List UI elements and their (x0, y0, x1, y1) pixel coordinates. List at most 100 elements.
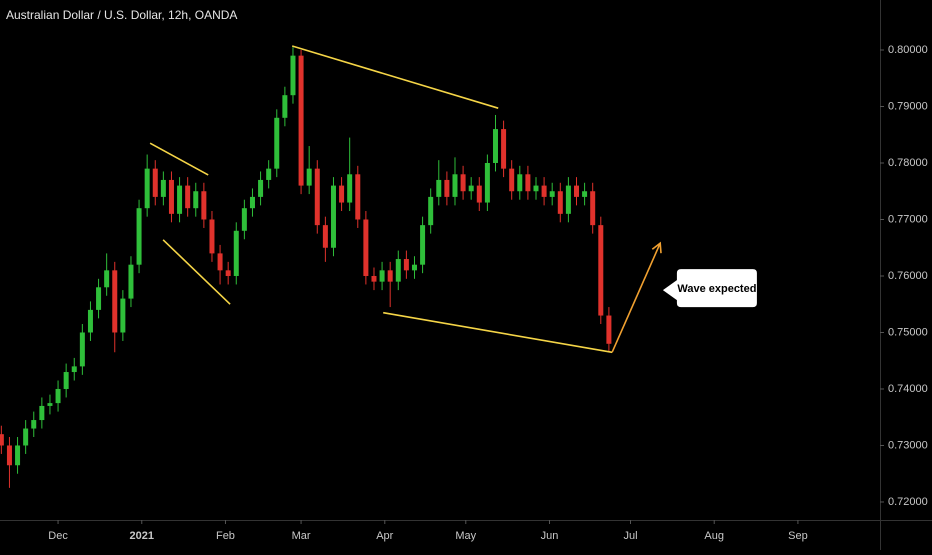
trendline (383, 311, 613, 354)
candle-body (290, 55, 296, 96)
candle-body (274, 117, 280, 169)
candle-body (209, 219, 215, 254)
candle-body (501, 129, 507, 169)
candle-body (79, 332, 85, 367)
candle-body (549, 191, 555, 197)
candle-body (266, 168, 272, 180)
x-tick-label: Jul (623, 530, 637, 542)
callout-text: Wave expected (677, 283, 756, 295)
x-tick-label: Sep (788, 530, 808, 542)
candle-body (177, 185, 183, 214)
candle-body (347, 174, 353, 203)
y-tick-label: 0.80000 (888, 44, 928, 56)
trendline (291, 45, 499, 109)
candle-body (420, 225, 426, 265)
candle-body (444, 179, 450, 197)
candle-body (306, 168, 312, 186)
chart-title: Australian Dollar / U.S. Dollar, 12h, OA… (6, 8, 237, 22)
y-tick-label: 0.72000 (888, 496, 928, 508)
candle-body (428, 196, 434, 226)
projection-arrow (611, 242, 661, 353)
x-tick-label: Aug (704, 530, 724, 542)
candle-body (363, 219, 369, 276)
candle-body (468, 185, 474, 192)
candle-body (31, 420, 37, 429)
candle-body (71, 366, 77, 373)
candle-body (160, 179, 166, 197)
candle-body (517, 174, 523, 192)
trendline (149, 142, 209, 176)
candle-body (144, 168, 150, 209)
candle-body (387, 270, 393, 282)
candle-body (63, 372, 69, 389)
candle-body (233, 230, 239, 276)
y-tick-label: 0.79000 (888, 100, 928, 112)
candle-body (39, 405, 45, 421)
candle-body (249, 196, 255, 209)
candle-body (541, 185, 547, 197)
candle-body (6, 445, 12, 466)
y-tick-label: 0.74000 (888, 383, 928, 395)
y-tick-label: 0.77000 (888, 213, 928, 225)
candle-body (15, 445, 21, 466)
candle-body (128, 264, 134, 299)
candle-body (193, 191, 199, 209)
candle-body (47, 403, 53, 406)
candle-body (330, 185, 336, 248)
x-tick-label: Dec (48, 530, 68, 542)
candle-body (136, 208, 142, 265)
candle-body (436, 179, 442, 197)
candle-body (557, 191, 563, 214)
candle-body (339, 185, 345, 203)
candle-body (152, 168, 158, 197)
candle-body (55, 388, 61, 404)
x-tick-label: May (455, 530, 476, 542)
y-tick-label: 0.78000 (888, 157, 928, 169)
candle-body (87, 309, 93, 333)
candle-body (217, 253, 223, 271)
candle-body (533, 185, 539, 192)
callout-box (662, 269, 757, 308)
candle-body (23, 428, 29, 446)
arrow-head (651, 241, 662, 254)
candle-body (314, 168, 320, 226)
candle-body (120, 298, 126, 333)
x-tick-label: Apr (376, 530, 393, 542)
candle-body (460, 174, 466, 192)
candle-body (452, 174, 458, 197)
candle-body (492, 129, 498, 163)
y-tick-label: 0.75000 (888, 326, 928, 338)
candle-body (282, 95, 288, 118)
y-tick-label: 0.76000 (888, 270, 928, 282)
candle-body (403, 259, 409, 271)
candle-body (565, 185, 571, 214)
candle-body (411, 264, 417, 271)
candle-body (395, 259, 401, 282)
candle-body (484, 162, 490, 203)
candle-body (371, 275, 377, 282)
candle-body (168, 179, 174, 214)
candle-body (355, 174, 361, 220)
candle-body (379, 270, 385, 282)
x-tick-label: 2021 (130, 530, 154, 542)
candle-body (241, 208, 247, 231)
candle-body (112, 270, 118, 333)
candle-body (225, 270, 231, 276)
candle-body (525, 174, 531, 192)
candle-body (509, 168, 515, 192)
candle-body (573, 185, 579, 197)
y-tick-label: 0.73000 (888, 439, 928, 451)
candle-body (0, 434, 4, 446)
candle-body (598, 225, 604, 316)
candle-body (476, 185, 482, 203)
candle-body (201, 191, 207, 220)
x-tick-label: Jun (541, 530, 559, 542)
candle-body (606, 315, 612, 344)
candle-body (258, 179, 264, 197)
x-tick-label: Mar (292, 530, 311, 542)
x-tick-label: Feb (216, 530, 235, 542)
candle-body (590, 191, 596, 226)
